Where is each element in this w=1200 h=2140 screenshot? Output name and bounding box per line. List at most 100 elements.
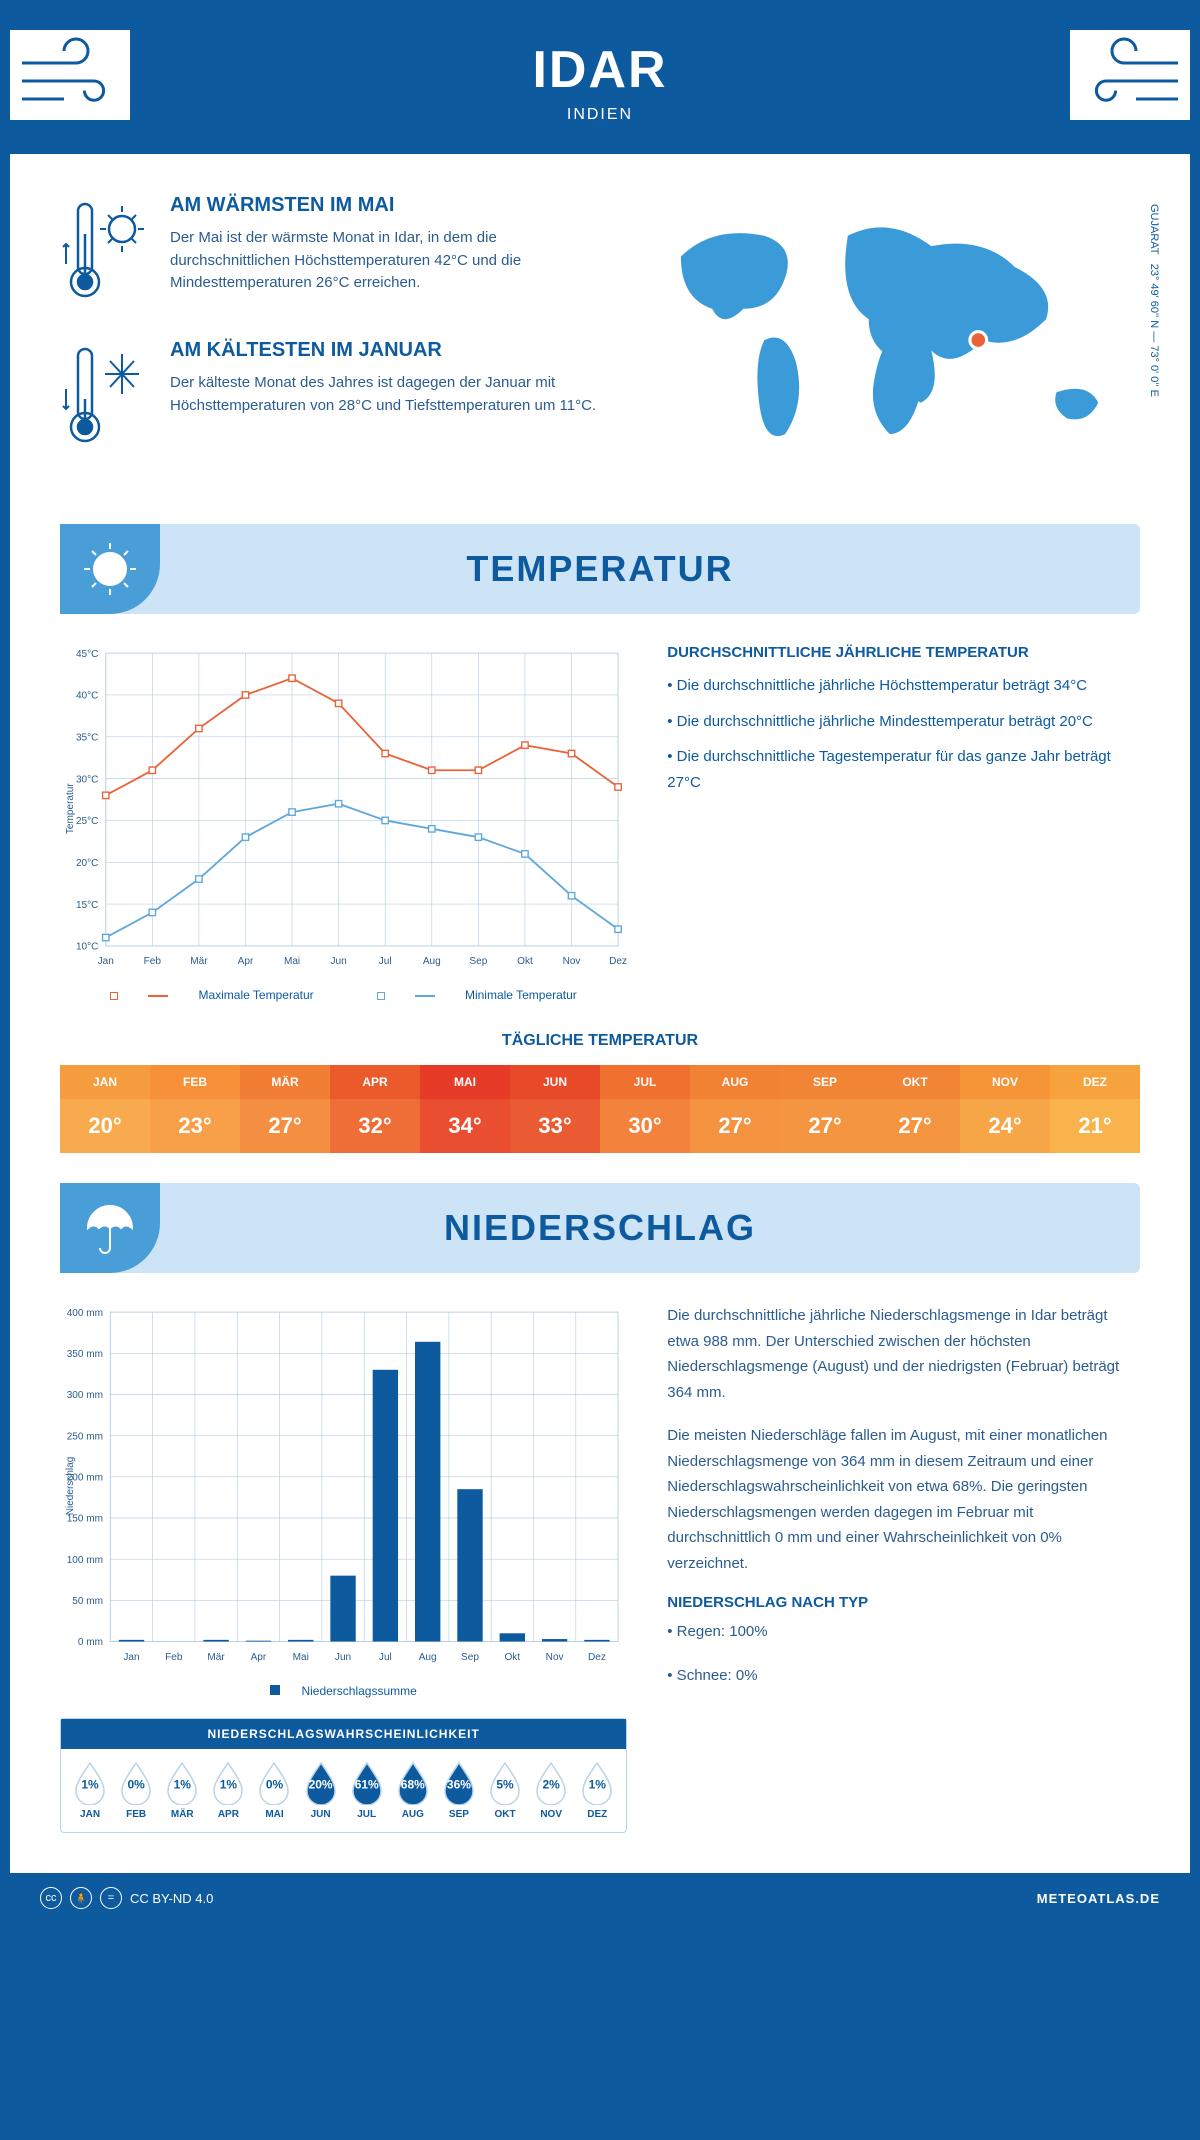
probability-cell: 1%MÄR bbox=[159, 1761, 205, 1820]
fact-warm-title: AM WÄRMSTEN IM MAI bbox=[170, 194, 620, 217]
svg-text:Jul: Jul bbox=[379, 956, 392, 967]
coordinates-label: GUJARAT 23° 49' 60'' N — 73° 0' 0'' E bbox=[1148, 204, 1160, 397]
temp-table-cell: JAN20° bbox=[60, 1065, 150, 1153]
temp-table-cell: AUG27° bbox=[690, 1065, 780, 1153]
svg-text:40°C: 40°C bbox=[76, 691, 98, 702]
svg-text:Mai: Mai bbox=[284, 956, 300, 967]
svg-text:Niederschlag: Niederschlag bbox=[65, 1457, 76, 1516]
content: AM WÄRMSTEN IM MAI Der Mai ist der wärms… bbox=[10, 154, 1190, 1873]
svg-text:400 mm: 400 mm bbox=[67, 1308, 103, 1319]
svg-text:Jan: Jan bbox=[98, 956, 114, 967]
svg-text:Mai: Mai bbox=[293, 1652, 309, 1663]
probability-box: NIEDERSCHLAGSWAHRSCHEINLICHKEIT 1%JAN0%F… bbox=[60, 1718, 627, 1833]
svg-text:10°C: 10°C bbox=[76, 942, 98, 953]
daily-temp-heading: TÄGLICHE TEMPERATUR bbox=[60, 1032, 1140, 1050]
svg-text:15°C: 15°C bbox=[76, 900, 98, 911]
temp-table-cell: NOV24° bbox=[960, 1065, 1050, 1153]
temp-table-cell: FEB23° bbox=[150, 1065, 240, 1153]
fact-warmest: AM WÄRMSTEN IM MAI Der Mai ist der wärms… bbox=[60, 194, 620, 309]
probability-cell: 0%MAI bbox=[251, 1761, 297, 1820]
svg-text:50 mm: 50 mm bbox=[72, 1596, 103, 1607]
temp-table-cell: SEP27° bbox=[780, 1065, 870, 1153]
svg-text:Mär: Mär bbox=[190, 956, 208, 967]
probability-cell: 5%OKT bbox=[482, 1761, 528, 1820]
svg-text:45°C: 45°C bbox=[76, 649, 98, 660]
precip-legend: Niederschlagssumme bbox=[60, 1684, 627, 1698]
temp-table-cell: MAI34° bbox=[420, 1065, 510, 1153]
precip-chart: 0 mm50 mm100 mm150 mm200 mm250 mm300 mm3… bbox=[60, 1303, 627, 1669]
svg-text:25°C: 25°C bbox=[76, 816, 98, 827]
footer: cc 🧍 = CC BY-ND 4.0 METEOATLAS.DE bbox=[10, 1873, 1190, 1923]
svg-text:Okt: Okt bbox=[504, 1652, 520, 1663]
svg-text:Temperatur: Temperatur bbox=[65, 783, 76, 834]
svg-text:Okt: Okt bbox=[517, 956, 533, 967]
map-marker-icon bbox=[970, 332, 987, 349]
svg-text:30°C: 30°C bbox=[76, 774, 98, 785]
svg-text:Feb: Feb bbox=[165, 1652, 183, 1663]
svg-text:Dez: Dez bbox=[588, 1652, 606, 1663]
precip-type-title: NIEDERSCHLAG NACH TYP bbox=[667, 1594, 1140, 1611]
temperature-row: 10°C 15°C 20°C 25°C 30°C 35°C 40°C 45°C Jan Feb Mä… bbox=[60, 644, 1140, 1002]
daily-temp-table: JAN20°FEB23°MÄR27°APR32°MAI34°JUN33°JUL3… bbox=[60, 1065, 1140, 1153]
temp-table-cell: APR32° bbox=[330, 1065, 420, 1153]
precip-row: 0 mm50 mm100 mm150 mm200 mm250 mm300 mm3… bbox=[60, 1303, 1140, 1833]
probability-cell: 1%JAN bbox=[67, 1761, 113, 1820]
svg-text:Aug: Aug bbox=[423, 956, 441, 967]
svg-text:35°C: 35°C bbox=[76, 732, 98, 743]
svg-text:Sep: Sep bbox=[469, 956, 487, 967]
svg-text:Mär: Mär bbox=[207, 1652, 225, 1663]
page-container: IDAR INDIEN AM WÄRMSTEN IM MAI Der Mai bbox=[0, 0, 1200, 1933]
temp-table-cell: DEZ21° bbox=[1050, 1065, 1140, 1153]
precip-column: 0 mm50 mm100 mm150 mm200 mm250 mm300 mm3… bbox=[60, 1303, 627, 1833]
probability-cell: 36%SEP bbox=[436, 1761, 482, 1820]
precip-snow: • Schnee: 0% bbox=[667, 1663, 1140, 1689]
svg-text:100 mm: 100 mm bbox=[67, 1555, 103, 1566]
thermometer-sun-icon bbox=[60, 194, 150, 309]
wind-icon-right bbox=[1070, 30, 1190, 120]
probability-cell: 68%AUG bbox=[390, 1761, 436, 1820]
city-title: IDAR bbox=[10, 40, 1190, 100]
probability-cell: 1%APR bbox=[205, 1761, 251, 1820]
footer-license: cc 🧍 = CC BY-ND 4.0 bbox=[40, 1887, 213, 1909]
svg-text:Sep: Sep bbox=[461, 1652, 479, 1663]
temp-note-2: • Die durchschnittliche Tagestemperatur … bbox=[667, 744, 1140, 795]
svg-text:Jan: Jan bbox=[123, 1652, 139, 1663]
temp-notes-title: DURCHSCHNITTLICHE JÄHRLICHE TEMPERATUR bbox=[667, 644, 1140, 661]
country-label: INDIEN bbox=[10, 106, 1190, 124]
footer-site: METEOATLAS.DE bbox=[1037, 1891, 1160, 1906]
precip-rain: • Regen: 100% bbox=[667, 1619, 1140, 1645]
fact-cold-text: Der kälteste Monat des Jahres ist dagege… bbox=[170, 372, 620, 417]
svg-text:350 mm: 350 mm bbox=[67, 1349, 103, 1360]
svg-text:Aug: Aug bbox=[419, 1652, 437, 1663]
cc-icon: cc bbox=[40, 1887, 62, 1909]
facts-column: AM WÄRMSTEN IM MAI Der Mai ist der wärms… bbox=[60, 194, 620, 484]
license-text: CC BY-ND 4.0 bbox=[130, 1891, 213, 1906]
temp-table-cell: OKT27° bbox=[870, 1065, 960, 1153]
fact-warm-text: Der Mai ist der wärmste Monat in Idar, i… bbox=[170, 227, 620, 295]
precip-p1: Die durchschnittliche jährliche Niedersc… bbox=[667, 1303, 1140, 1405]
precip-heading: NIEDERSCHLAG bbox=[444, 1207, 756, 1249]
thermometer-snow-icon bbox=[60, 339, 150, 454]
precip-p2: Die meisten Niederschläge fallen im Augu… bbox=[667, 1423, 1140, 1576]
temperature-chart: 10°C 15°C 20°C 25°C 30°C 35°C 40°C 45°C Jan Feb Mä… bbox=[60, 644, 627, 1002]
svg-text:20°C: 20°C bbox=[76, 858, 98, 869]
temperature-notes: DURCHSCHNITTLICHE JÄHRLICHE TEMPERATUR •… bbox=[667, 644, 1140, 805]
probability-cell: 61%JUL bbox=[344, 1761, 390, 1820]
temperature-heading: TEMPERATUR bbox=[466, 548, 733, 590]
top-section: AM WÄRMSTEN IM MAI Der Mai ist der wärms… bbox=[60, 194, 1140, 484]
fact-cold-title: AM KÄLTESTEN IM JANUAR bbox=[170, 339, 620, 362]
probability-cell: 2%NOV bbox=[528, 1761, 574, 1820]
temp-table-cell: MÄR27° bbox=[240, 1065, 330, 1153]
svg-text:Feb: Feb bbox=[144, 956, 162, 967]
precip-notes: Die durchschnittliche jährliche Niedersc… bbox=[667, 1303, 1140, 1706]
svg-text:Apr: Apr bbox=[251, 1652, 267, 1663]
by-icon: 🧍 bbox=[70, 1887, 92, 1909]
header: IDAR INDIEN bbox=[10, 10, 1190, 154]
temperature-banner: TEMPERATUR bbox=[60, 524, 1140, 614]
svg-text:Nov: Nov bbox=[546, 1652, 564, 1663]
svg-text:Jul: Jul bbox=[379, 1652, 392, 1663]
temp-table-cell: JUL30° bbox=[600, 1065, 690, 1153]
wind-icon-left bbox=[10, 30, 130, 120]
temp-table-cell: JUN33° bbox=[510, 1065, 600, 1153]
probability-title: NIEDERSCHLAGSWAHRSCHEINLICHKEIT bbox=[61, 1719, 626, 1749]
